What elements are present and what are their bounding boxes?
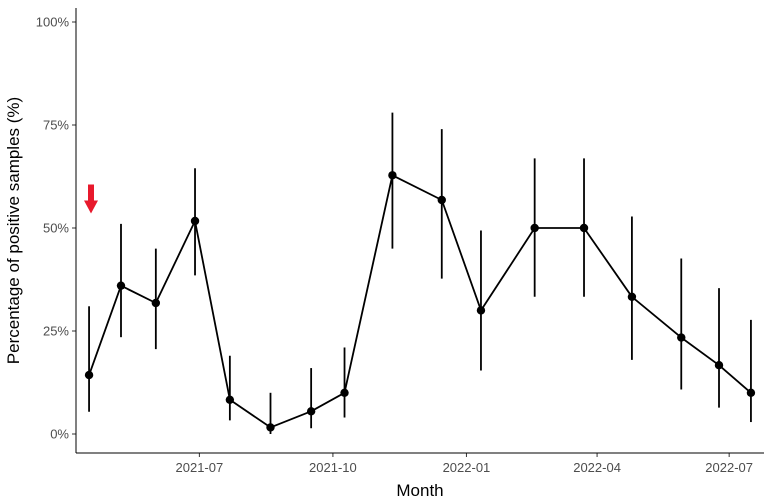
x-tick-label: 2022-07 [705, 460, 753, 475]
annotations [84, 184, 98, 214]
data-point [388, 171, 397, 180]
y-tick-label: 100% [36, 15, 70, 30]
data-point [266, 423, 275, 432]
data-point [84, 370, 94, 380]
arrow-down-icon [84, 184, 98, 214]
series-line [88, 174, 752, 429]
data-point [437, 195, 446, 205]
data-point [530, 223, 539, 233]
y-tick-label: 0% [50, 427, 69, 442]
data-point [151, 298, 161, 308]
data-point [116, 281, 126, 290]
x-axis-ticks: 2021-07 2021-10 2022-01 2022-04 2022-07 [176, 453, 753, 475]
data-point [225, 395, 235, 405]
x-tick-label: 2021-10 [309, 460, 357, 475]
x-tick-label: 2021-07 [176, 460, 224, 475]
data-point [476, 306, 486, 315]
data-point [340, 388, 349, 397]
y-axis-ticks: 0% 25% 50% 75% 100% [36, 15, 76, 442]
y-axis-title: Percentage of positive samples (%) [4, 97, 23, 364]
error-bars [88, 112, 752, 434]
data-point [627, 292, 637, 302]
y-tick-label: 75% [43, 118, 69, 133]
x-tick-label: 2022-04 [573, 460, 621, 475]
x-axis-title: Month [396, 481, 443, 500]
data-point [579, 223, 589, 233]
data-point [746, 388, 756, 397]
data-point [306, 407, 316, 416]
data-points [84, 171, 756, 432]
series-line-group [88, 174, 752, 429]
y-tick-label: 50% [43, 221, 69, 236]
x-tick-label: 2022-01 [443, 460, 491, 475]
data-point [677, 333, 686, 342]
data-point [190, 216, 200, 226]
y-tick-label: 25% [43, 324, 69, 339]
data-point [714, 360, 724, 370]
